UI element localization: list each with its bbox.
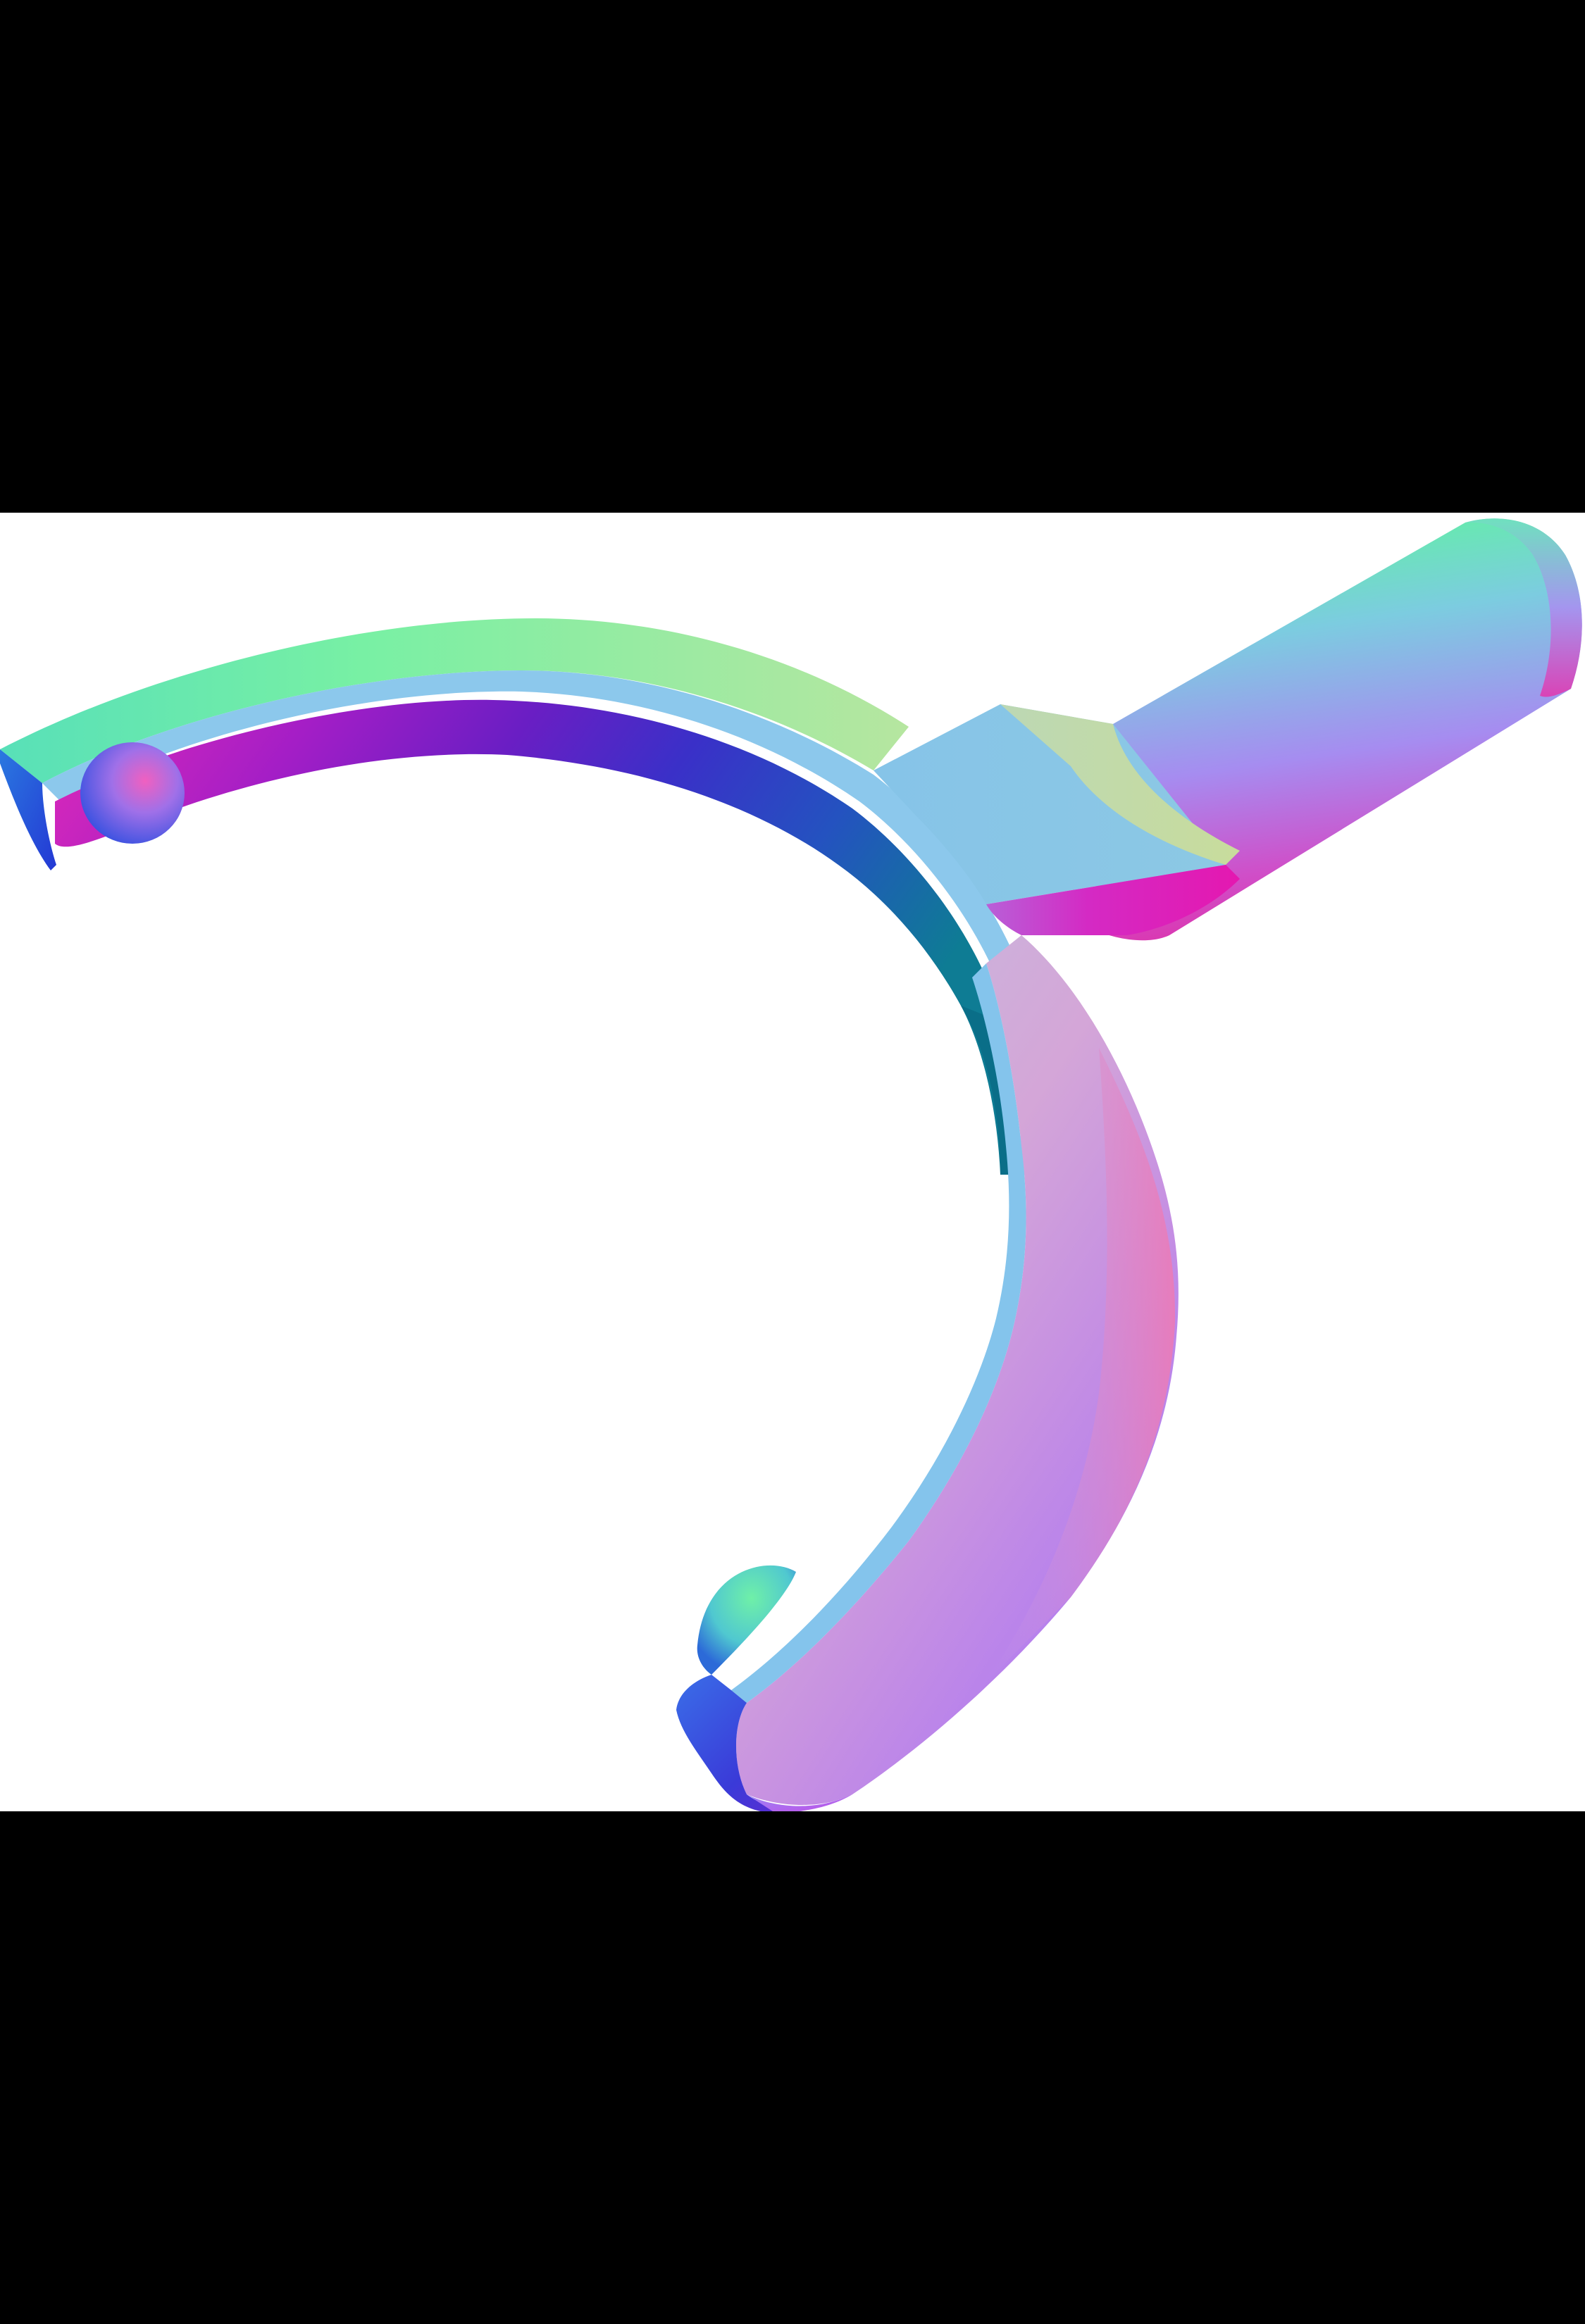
arc-outer-rim xyxy=(0,618,909,783)
hub-bevel-face xyxy=(1000,704,1240,865)
lower-arm-endcap xyxy=(676,1675,817,1811)
left-ball-bump xyxy=(80,742,185,844)
lower-arm-inner-lip xyxy=(731,963,1026,1703)
lower-arm-pink-shade xyxy=(986,1048,1176,1682)
lower-arm-tip-shade xyxy=(747,1794,852,1811)
handle-end-face xyxy=(1465,518,1582,697)
arc-inner-wall xyxy=(55,699,1017,1175)
hub-bottom-face xyxy=(986,865,1240,935)
letterbox-bottom xyxy=(0,1811,1585,2324)
letterbox-top xyxy=(0,0,1585,513)
hub-top-face xyxy=(874,704,1226,904)
render-viewport xyxy=(0,513,1585,1811)
handle-cylinder xyxy=(1092,518,1582,941)
arc-left-endcap xyxy=(0,749,56,870)
lower-ball-bump xyxy=(697,1565,796,1675)
shift-fork-render xyxy=(0,518,1582,1811)
